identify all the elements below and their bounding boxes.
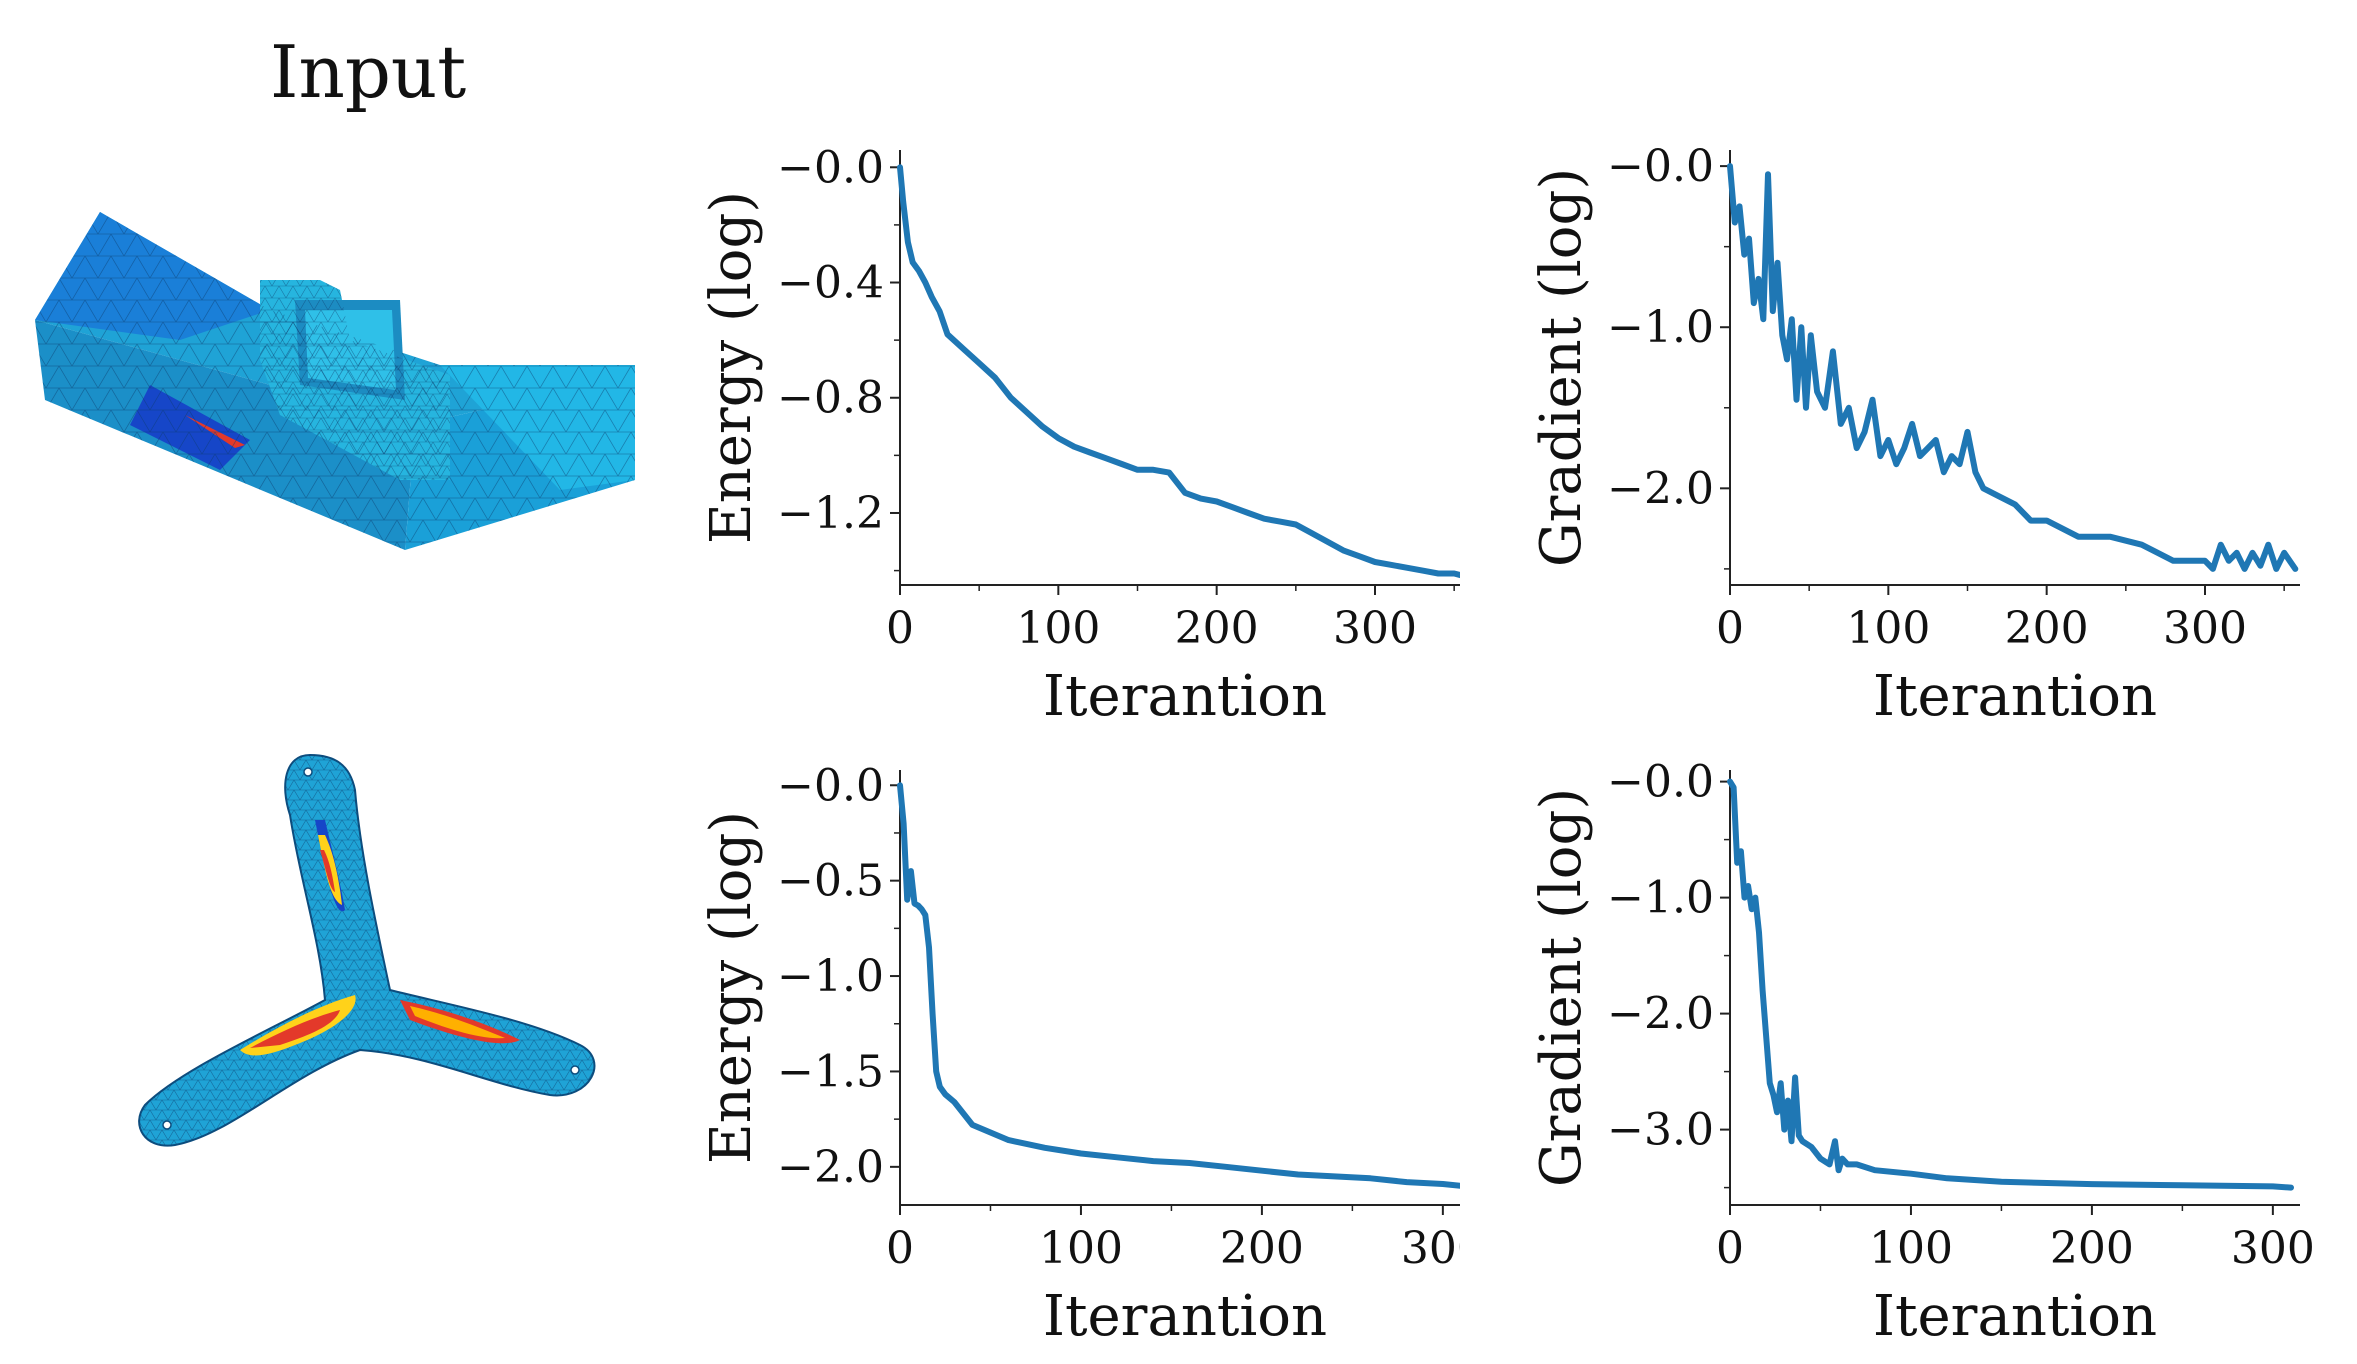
series-line (897, 782, 1460, 1189)
x-tick-label: 200 (1220, 1223, 1304, 1274)
x-axis-label: Iterantion (1043, 1284, 1327, 1349)
x-tick-label: 200 (2005, 603, 2089, 654)
x-tick-label: 300 (2231, 1223, 2315, 1274)
energy-chart-top: 0 100 200 300 −0.0 −0.4 −0.8 −1.2 Iterantion Ener… (699, 142, 1460, 729)
x-tick-label: 0 (1716, 603, 1744, 654)
x-tick-label: 300 (1333, 603, 1417, 654)
x-tick-label: 300 (1401, 1223, 1460, 1274)
x-tick-label: 300 (2163, 603, 2247, 654)
series-line (1727, 163, 2299, 572)
figure-title: Input (270, 30, 467, 114)
x-tick-label: 100 (1846, 603, 1930, 654)
energy-chart-bottom: 0 100 200 300 −0.0 −0.5 −1.0 −1.5 −2.0 Iterantion… (699, 760, 1460, 1349)
y-tick-label: −0.0 (1607, 141, 1714, 192)
gradient-chart-bottom: 0 100 200 300 −0.0 −1.0 −2.0 −3.0 Iterantion Grad… (1529, 757, 2315, 1349)
y-tick-label: −0.4 (777, 258, 884, 309)
y-tick-label: −1.2 (777, 488, 884, 539)
y-tick-label: −2.0 (777, 1142, 884, 1193)
y-tick-label: −0.8 (777, 373, 884, 424)
x-tick-label: 0 (886, 1223, 914, 1274)
x-tick-label: 0 (886, 603, 914, 654)
y-tick-label: −2.0 (1607, 989, 1714, 1040)
y-axis-label: Gradient (log) (1529, 788, 1594, 1187)
gradient-chart-top: 0 100 200 300 −0.0 −1.0 −2.0 Iterantion Gradient… (1529, 141, 2300, 729)
y-tick-label: −0.5 (777, 856, 884, 907)
y-axis-label: Energy (log) (699, 191, 764, 544)
x-tick-label: 200 (1175, 603, 1259, 654)
x-tick-label: 200 (2050, 1223, 2134, 1274)
y-axis-label: Gradient (log) (1529, 168, 1594, 567)
series-line (1727, 778, 2294, 1191)
x-tick-label: 100 (1016, 603, 1100, 654)
y-tick-label: −1.0 (777, 951, 884, 1002)
x-axis-label: Iterantion (1873, 1284, 2157, 1349)
x-tick-label: 100 (1869, 1223, 1953, 1274)
y-tick-label: −2.0 (1607, 463, 1714, 514)
tri-arm-mesh-icon (138, 753, 596, 1147)
x-axis-label: Iterantion (1873, 664, 2157, 729)
series-line (897, 164, 1460, 579)
y-tick-label: −1.0 (1607, 873, 1714, 924)
y-tick-label: −1.5 (777, 1046, 884, 1097)
y-tick-label: −0.0 (777, 142, 884, 193)
y-tick-label: −1.0 (1607, 302, 1714, 353)
x-tick-label: 0 (1716, 1223, 1744, 1274)
y-tick-label: −0.0 (777, 760, 884, 811)
y-axis-label: Energy (log) (699, 811, 764, 1164)
x-tick-label: 100 (1039, 1223, 1123, 1274)
y-tick-label: −3.0 (1607, 1105, 1714, 1156)
x-axis-label: Iterantion (1043, 664, 1327, 729)
bracket-mesh-icon (35, 212, 635, 550)
y-tick-label: −0.0 (1607, 757, 1714, 808)
